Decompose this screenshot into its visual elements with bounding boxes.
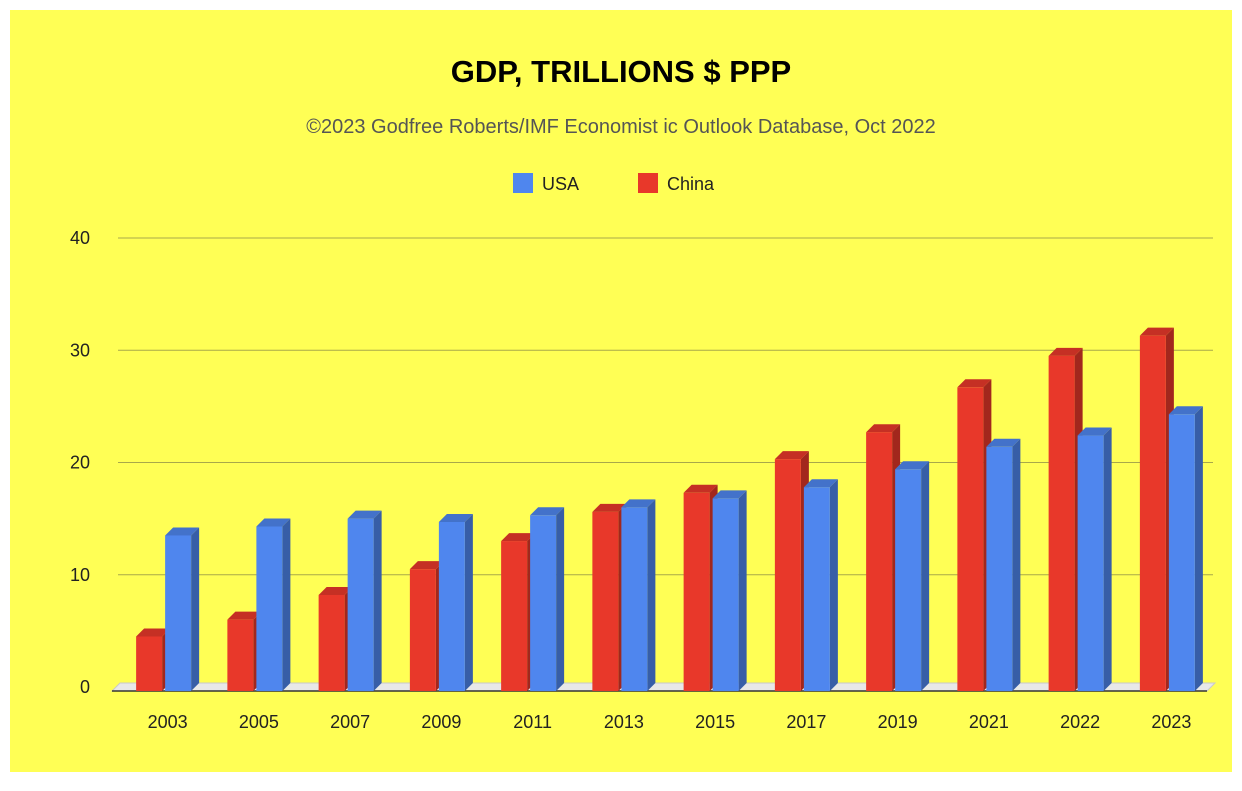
bar-usa-2003 bbox=[165, 527, 200, 691]
y-axis-ticks: 0 10 20 30 40 bbox=[70, 228, 90, 697]
bar-usa-2007 bbox=[347, 510, 382, 691]
legend-label-usa: USA bbox=[542, 174, 579, 194]
x-tick-label: 2015 bbox=[695, 712, 735, 732]
x-tick-label: 2022 bbox=[1060, 712, 1100, 732]
bar-china-2015 bbox=[683, 484, 718, 691]
bar-china-2009 bbox=[409, 561, 444, 691]
bar-china-2011 bbox=[501, 533, 536, 691]
chart-title: GDP, TRILLIONS $ PPP bbox=[450, 54, 792, 89]
x-tick-label: 2023 bbox=[1151, 712, 1191, 732]
bar-usa-2017 bbox=[803, 479, 838, 691]
legend: USA China bbox=[513, 173, 715, 194]
legend-swatch-china bbox=[638, 173, 658, 193]
bar-usa-2022 bbox=[1077, 427, 1112, 691]
x-tick-label: 2013 bbox=[604, 712, 644, 732]
x-tick-label: 2011 bbox=[513, 712, 552, 732]
bar-china-2023 bbox=[1139, 327, 1174, 691]
bar-china-2017 bbox=[774, 451, 809, 691]
chart-svg: USA China 0 10 20 30 40 2003 2005 2007 2009 2011… bbox=[70, 173, 1217, 732]
y-tick-label: 40 bbox=[70, 228, 90, 248]
bar-china-2019 bbox=[866, 424, 901, 691]
bar-usa-2019 bbox=[895, 461, 930, 691]
bar-usa-2005 bbox=[256, 518, 291, 691]
y-tick-label: 0 bbox=[80, 677, 90, 697]
legend-label-china: China bbox=[667, 174, 715, 194]
chart-floor bbox=[110, 682, 1217, 692]
bar-china-2007 bbox=[318, 586, 353, 691]
bar-china-2021 bbox=[957, 379, 992, 691]
x-tick-label: 2019 bbox=[878, 712, 918, 732]
legend-swatch-usa bbox=[513, 173, 533, 193]
x-tick-label: 2005 bbox=[239, 712, 279, 732]
bar-china-2013 bbox=[592, 503, 627, 691]
bar-usa-2013 bbox=[621, 499, 656, 691]
bar-usa-2021 bbox=[986, 438, 1021, 691]
bars bbox=[136, 327, 1203, 691]
y-tick-label: 30 bbox=[70, 340, 90, 360]
bar-china-2005 bbox=[227, 611, 262, 691]
x-tick-label: 2017 bbox=[786, 712, 826, 732]
bar-china-2003 bbox=[136, 628, 171, 691]
x-axis-ticks: 2003 2005 2007 2009 2011 2013 2015 2017 2019 2021… bbox=[148, 712, 1192, 732]
bar-usa-2023 bbox=[1168, 406, 1203, 691]
x-tick-label: 2003 bbox=[148, 712, 188, 732]
x-tick-label: 2007 bbox=[330, 712, 370, 732]
bar-usa-2011 bbox=[530, 507, 565, 691]
grid-lines bbox=[118, 237, 1213, 576]
bar-usa-2015 bbox=[712, 490, 747, 691]
bar-china-2022 bbox=[1048, 347, 1083, 691]
y-tick-label: 10 bbox=[70, 565, 90, 585]
x-tick-label: 2009 bbox=[421, 712, 461, 732]
bar-usa-2009 bbox=[438, 513, 473, 691]
chart-panel: GDP, TRILLIONS $ PPP ©2023 Godfree Rober… bbox=[10, 10, 1232, 772]
x-tick-label: 2021 bbox=[969, 712, 1009, 732]
y-tick-label: 20 bbox=[70, 453, 90, 473]
chart-subtitle: ©2023 Godfree Roberts/IMF Economist ic O… bbox=[306, 116, 936, 138]
